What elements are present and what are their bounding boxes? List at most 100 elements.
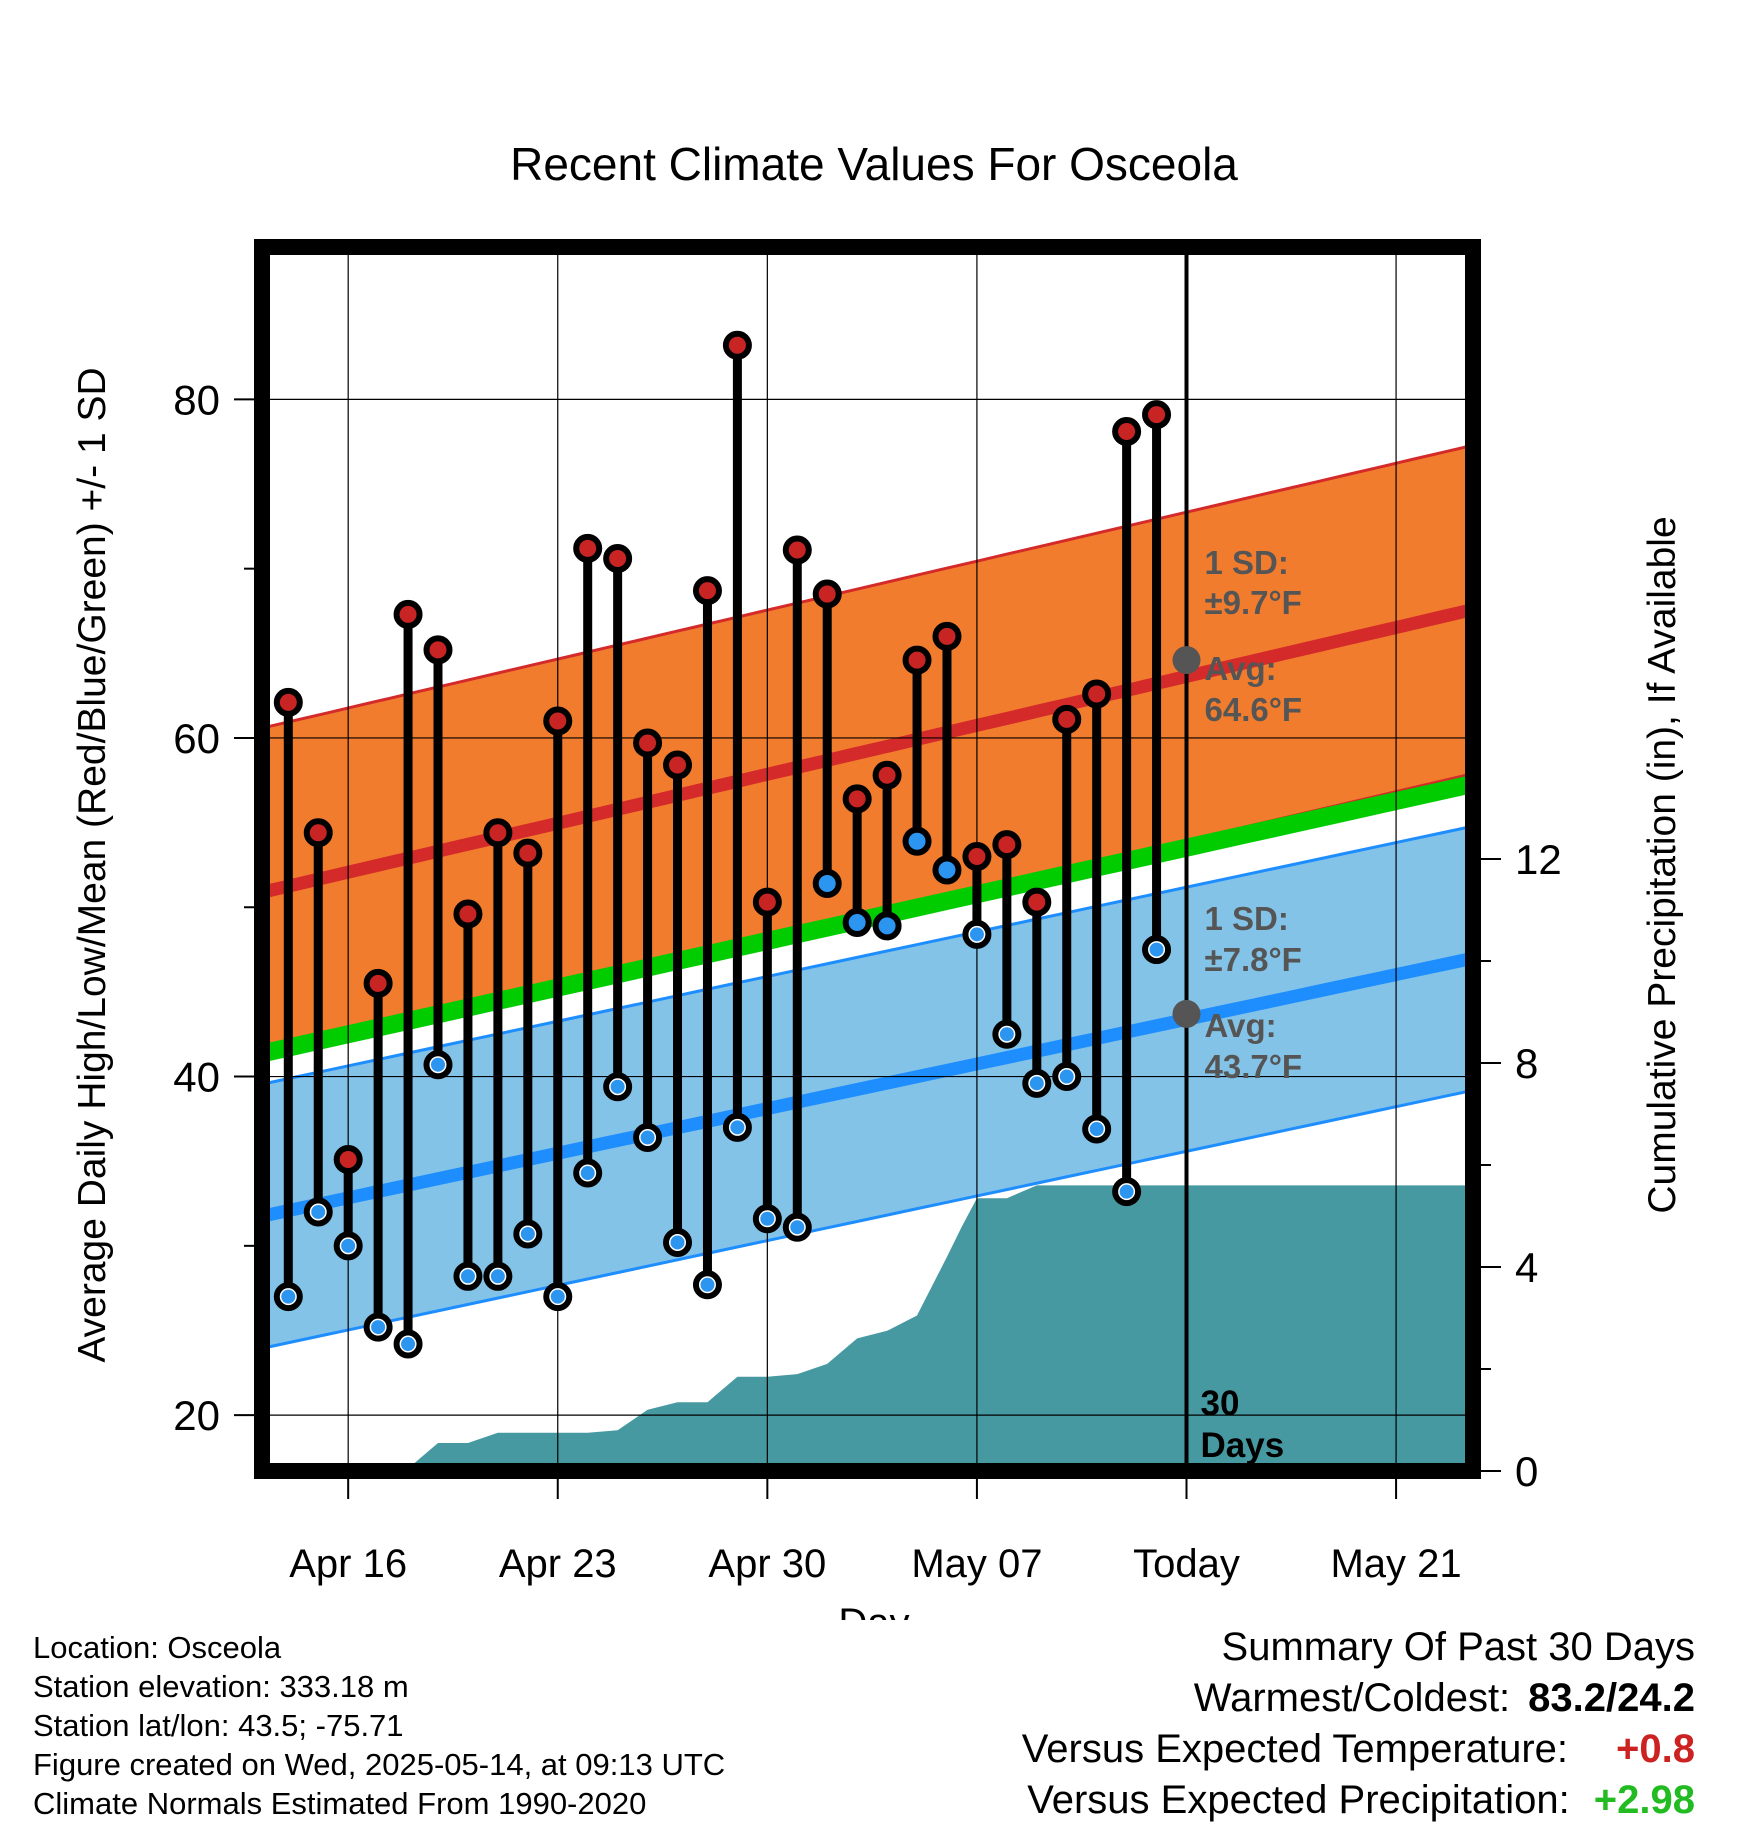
daily-high-point (902, 645, 932, 675)
daily-low-point-fill (1119, 1184, 1134, 1199)
daily-high-point (1082, 679, 1112, 709)
precip-label: Versus Expected Precipitation: (1027, 1778, 1570, 1822)
warm-cold-row: Warmest/Coldest: 83.2/24.2 (1022, 1673, 1695, 1724)
daily-high-point (1112, 417, 1142, 447)
precip-area (262, 1185, 1473, 1471)
high-sd-value: ±9.7°F (1205, 584, 1302, 621)
daily-high-point (303, 818, 333, 848)
daily-low-point-fill (730, 1120, 745, 1135)
today-low-normal-marker (1172, 999, 1201, 1028)
x-tick-label: May 21 (1330, 1542, 1461, 1586)
daily-low-point (842, 907, 872, 937)
daily-low-point-fill (550, 1289, 565, 1304)
daily-high-point (333, 1144, 363, 1174)
x-tick-label: Apr 16 (289, 1542, 407, 1586)
warm-cold-value: 83.2/24.2 (1528, 1676, 1695, 1720)
daily-low-point-fill (520, 1226, 535, 1241)
temp-row: Versus Expected Temperature: +0.8 (1022, 1724, 1695, 1775)
low-sd-label: 1 SD: (1205, 900, 1289, 937)
y-right-tick-label: 12 (1515, 836, 1562, 883)
daily-high-point (513, 838, 543, 868)
daily-low-point-fill (700, 1277, 715, 1292)
temp-label: Versus Expected Temperature: (1021, 1727, 1569, 1771)
location-text: Location: Osceola (33, 1630, 282, 1665)
daily-low-point-fill (371, 1320, 386, 1335)
low-sd-value: ±7.8°F (1205, 941, 1302, 978)
low-normal-line (262, 951, 1473, 1223)
daily-high-point (633, 728, 663, 758)
daily-high-point (603, 544, 633, 574)
daily-high-point (992, 830, 1022, 860)
low-avg-label: Avg: (1205, 1007, 1277, 1044)
y-right-tick-label: 8 (1515, 1040, 1538, 1087)
daily-low-point-fill (760, 1211, 775, 1226)
today-high-normal-marker (1172, 646, 1201, 675)
daily-low-point (812, 869, 842, 899)
daily-high-point (423, 635, 453, 665)
daily-high-point (663, 750, 693, 780)
daily-high-point (932, 621, 962, 651)
daily-low-point-fill (311, 1204, 326, 1219)
high-avg-label: Avg: (1205, 650, 1277, 687)
daily-high-point (573, 533, 603, 563)
daily-low-point (872, 911, 902, 941)
x-tick-label: May 07 (911, 1542, 1042, 1586)
daily-low-point (902, 826, 932, 856)
daily-low-point-fill (790, 1220, 805, 1235)
daily-high-point (453, 899, 483, 929)
y-right-tick-label: 4 (1515, 1244, 1538, 1291)
high-avg-value: 64.6°F (1205, 691, 1303, 728)
daily-high-point (363, 968, 393, 998)
y-left-tick-label: 80 (173, 376, 220, 423)
daily-high-point (483, 818, 513, 848)
precip-value: +2.98 (1593, 1778, 1695, 1822)
x-axis-title: Day (838, 1601, 909, 1620)
daily-high-point (1142, 400, 1172, 430)
daily-high-point (812, 579, 842, 609)
daily-high-point (752, 887, 782, 917)
daily-low-point (932, 855, 962, 885)
daily-low-point-fill (969, 927, 984, 942)
normals-text: Climate Normals Estimated From 1990-2020 (33, 1786, 647, 1821)
daily-low-point-fill (1059, 1069, 1074, 1084)
daily-low-point-fill (281, 1289, 296, 1304)
high-sd-label: 1 SD: (1205, 544, 1289, 581)
daily-low-point-fill (999, 1027, 1014, 1042)
y-left-axis-title: Average Daily High/Low/Mean (Red/Blue/Gr… (71, 367, 114, 1362)
plot-frame (254, 239, 1481, 1479)
daily-high-point (273, 687, 303, 717)
daily-low-point-fill (460, 1269, 475, 1284)
daily-high-point (1052, 704, 1082, 734)
y-left-tick-label: 60 (173, 715, 220, 762)
daily-low-point-fill (490, 1269, 505, 1284)
daily-high-point (393, 599, 423, 629)
daily-low-point-fill (431, 1057, 445, 1072)
daily-high-point (872, 760, 902, 790)
chart-title: Recent Climate Values For Osceola (510, 138, 1238, 190)
daily-high-point (842, 784, 872, 814)
temp-value: +0.8 (1616, 1727, 1695, 1771)
daily-high-point (692, 576, 722, 606)
days-count-label: 30 (1201, 1384, 1240, 1423)
elevation-text: Station elevation: 333.18 m (33, 1669, 409, 1704)
y-right-tick-label: 0 (1515, 1448, 1538, 1495)
y-left-tick-label: 40 (173, 1054, 220, 1101)
precip-row: Versus Expected Precipitation: +2.98 (1022, 1775, 1695, 1826)
daily-low-point-fill (580, 1166, 595, 1181)
x-tick-label: Today (1133, 1542, 1240, 1586)
x-tick-label: Apr 23 (499, 1542, 617, 1586)
summary-title: Summary Of Past 30 Days (1221, 1625, 1695, 1669)
latlon-text: Station lat/lon: 43.5; -75.71 (33, 1708, 404, 1743)
y-left-tick-label: 20 (173, 1392, 220, 1439)
daily-high-point (543, 706, 573, 736)
daily-low-point-fill (1029, 1076, 1044, 1091)
daily-low-point-fill (1149, 942, 1164, 957)
daily-low-point-fill (640, 1130, 655, 1145)
daily-low-point-fill (1089, 1122, 1104, 1137)
summary-panel: Summary Of Past 30 Days Warmest/Coldest:… (1022, 1622, 1695, 1826)
daily-low-point-fill (341, 1238, 356, 1253)
low-band-lower-edge (262, 1088, 1473, 1350)
warm-cold-label: Warmest/Coldest: (1193, 1676, 1511, 1720)
